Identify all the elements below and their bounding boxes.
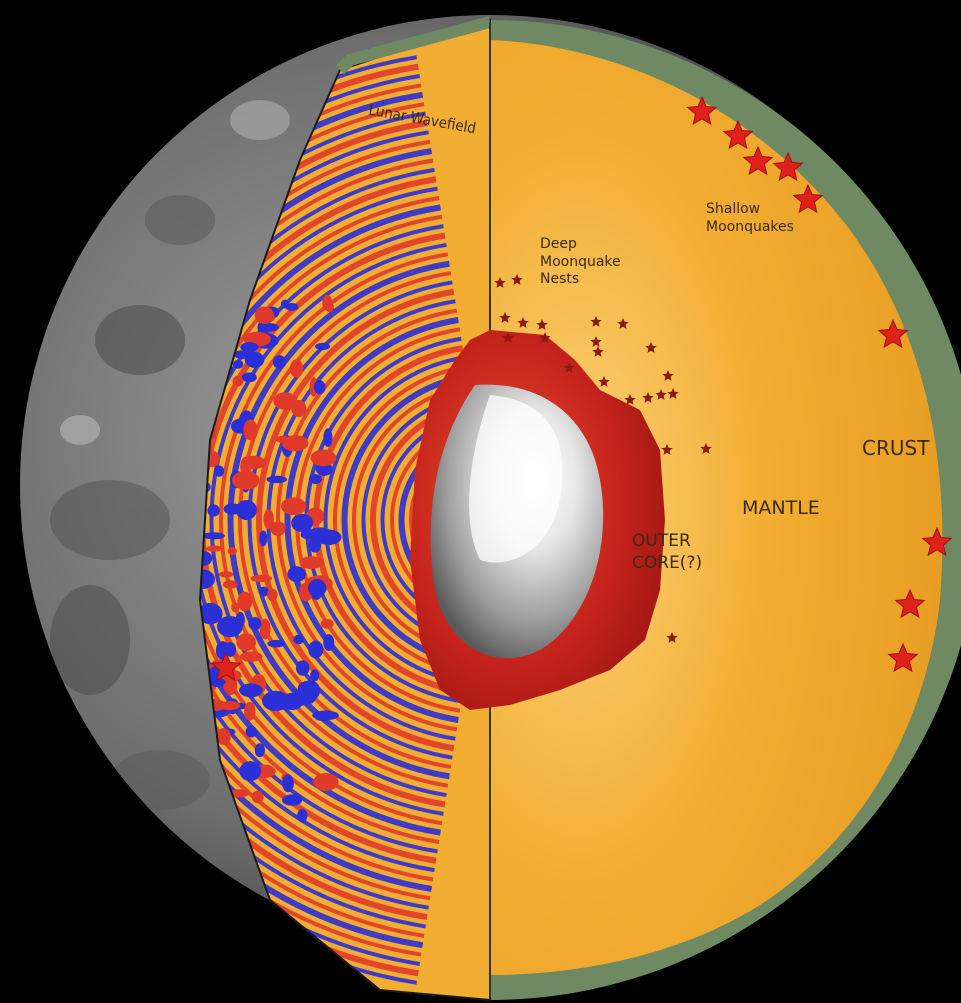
- deep-moonquake-nests-label: Deep Moonquake Nests: [540, 236, 621, 287]
- shallow-moonquake-star-icon: [742, 145, 774, 176]
- crust-label: CRUST: [862, 436, 930, 460]
- deep-moonquake-star-icon: [667, 388, 679, 399]
- deep-moonquake-star-icon: [624, 394, 636, 405]
- deep-moonquake-star-icon: [502, 332, 514, 343]
- mantle-right: [490, 40, 943, 975]
- deep-moonquake-star-icon: [700, 443, 712, 454]
- shallow-moonquake-star-icon: [210, 651, 242, 682]
- deep-moonquake-star-icon: [666, 632, 678, 643]
- deep-moonquake-star-icon: [592, 346, 604, 357]
- outer-core-label: OUTER CORE(?): [632, 531, 703, 574]
- deep-moonquake-star-icon: [598, 376, 610, 387]
- shallow-moonquake-star-icon: [722, 119, 754, 150]
- shallow-moonquake-star-icon: [887, 642, 919, 673]
- deep-moonquake-star-icon: [590, 336, 602, 347]
- shallow-moonquakes-label: Shallow Moonquakes: [706, 201, 794, 235]
- deep-moonquake-star-icon: [655, 389, 667, 400]
- deep-moonquake-star-icon: [499, 312, 511, 323]
- deep-moonquake-star-icon: [563, 362, 575, 373]
- deep-moonquake-star-icon: [590, 316, 602, 327]
- shallow-moonquake-star-icon: [877, 318, 909, 349]
- shallow-moonquake-star-icon: [792, 183, 824, 214]
- shallow-moonquake-star-icon: [772, 151, 804, 182]
- deep-moonquake-star-icon: [645, 342, 657, 353]
- deep-moonquake-star-icon: [536, 319, 548, 330]
- shallow-moonquake-star-icon: [894, 588, 926, 619]
- shallow-moonquake-star-icon: [686, 95, 718, 126]
- deep-moonquake-star-icon: [617, 318, 629, 329]
- deep-moonquake-star-icon: [511, 274, 523, 285]
- deep-moonquake-star-icon: [517, 317, 529, 328]
- deep-moonquake-star-icon: [661, 444, 673, 455]
- deep-moonquake-star-icon: [662, 370, 674, 381]
- deep-moonquake-star-icon: [494, 277, 506, 288]
- deep-moonquake-star-icon: [642, 392, 654, 403]
- deep-moonquake-star-icon: [539, 332, 551, 343]
- shallow-moonquake-star-icon: [921, 526, 953, 557]
- mantle-label: MANTLE: [742, 497, 820, 519]
